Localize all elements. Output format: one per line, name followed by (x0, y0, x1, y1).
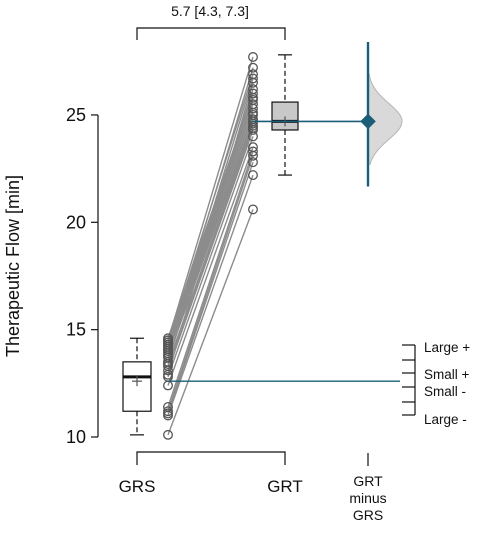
pair-line (167, 155, 254, 412)
pair-line (167, 136, 254, 378)
y-tick-label: 20 (66, 212, 86, 232)
data-point-grt (248, 170, 258, 181)
data-point-grt (248, 73, 258, 84)
pair-line (167, 174, 254, 416)
pair-line (167, 209, 254, 436)
pair-line (167, 146, 254, 386)
data-point-grs (163, 335, 173, 346)
x-tick-label: GRS (119, 477, 156, 496)
data-point-grt (248, 52, 258, 62)
pair-line (167, 56, 254, 341)
x-tick-label: GRT (267, 477, 303, 496)
data-point-grt (248, 88, 258, 99)
pair-line (167, 151, 254, 408)
data-point-grs (163, 401, 173, 412)
pair-line (167, 82, 254, 375)
pair-line (167, 119, 254, 352)
data-point-grt (248, 84, 258, 95)
data-point-grs (163, 429, 173, 440)
data-point-grt (248, 69, 258, 80)
data-point-grt (248, 157, 258, 168)
effect-size-label: Small + (424, 367, 470, 382)
y-tick-label: 15 (66, 320, 86, 340)
effect-size-label: Large + (424, 340, 470, 355)
difference-bracket (136, 27, 286, 40)
data-point-grt (248, 114, 258, 125)
pair-line (167, 121, 254, 354)
pair-line (167, 88, 254, 363)
pair-line (167, 78, 254, 356)
y-tick-label: 10 (66, 427, 86, 447)
difference-label-line: minus (349, 490, 386, 506)
paired-lines (167, 56, 254, 436)
data-point-grs (163, 369, 173, 380)
box (122, 361, 152, 412)
data-point-grs (163, 350, 173, 361)
y-axis-label: Therapeutic Flow [min] (3, 175, 23, 357)
difference-bracket-label: 5.7 [4.3, 7.3] (171, 3, 249, 19)
data-point-grs (163, 406, 173, 417)
data-point-grt (248, 62, 258, 73)
data-point-grt (248, 99, 258, 110)
difference-label-line: GRS (353, 507, 383, 523)
data-point-grt (248, 146, 258, 157)
difference-label-line: GRT (353, 473, 383, 489)
pair-line (167, 161, 254, 414)
estimation-panel: Large + Small + Small - Large - (168, 42, 470, 427)
data-points (163, 52, 258, 440)
pair-line (167, 67, 254, 350)
y-tick-label: 25 (66, 105, 86, 125)
data-point-grs (163, 356, 173, 367)
pair-line (167, 129, 254, 371)
effect-size-label: Small - (424, 384, 466, 399)
data-point-grt (248, 204, 258, 215)
data-point-grt (248, 142, 258, 153)
x-axis-line (136, 451, 286, 465)
effect-size-label: Large - (424, 412, 467, 427)
bootstrap-density (367, 73, 403, 165)
